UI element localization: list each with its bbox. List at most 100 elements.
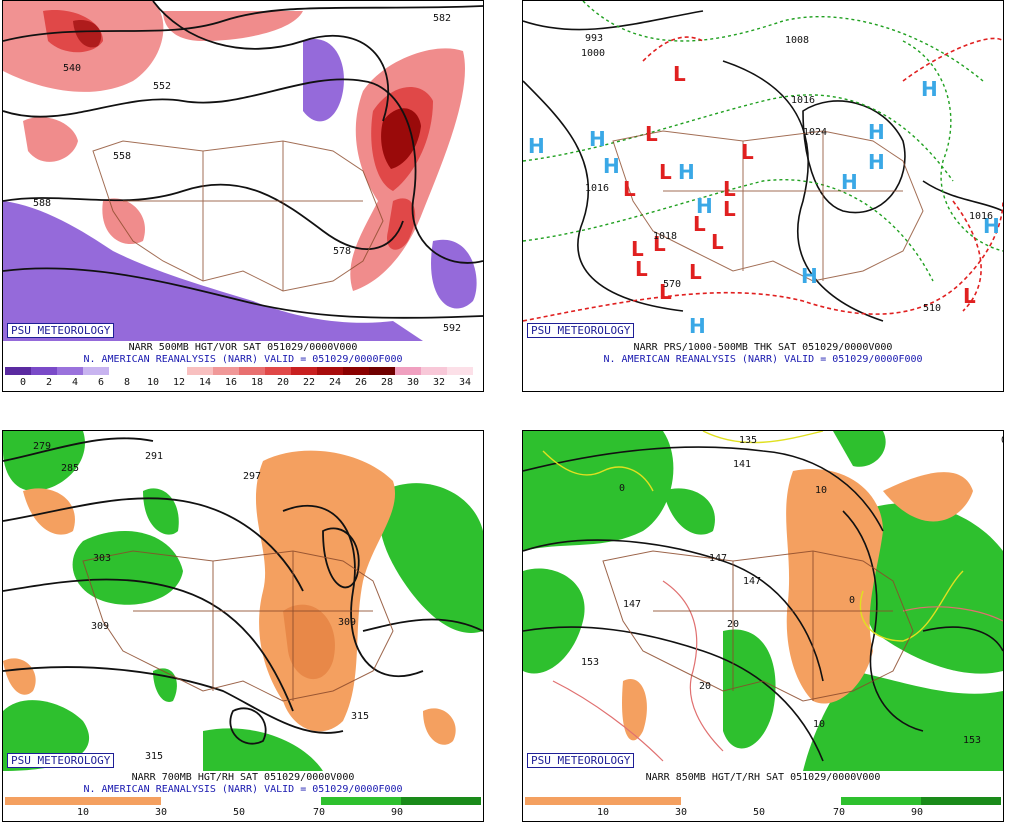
tick-label: 10 [596, 807, 610, 818]
contour-label: 153 [581, 657, 599, 668]
product-title: NARR PRS/1000-500MB THK SAT 051029/0000V… [633, 342, 893, 353]
contour-label: 309 [91, 621, 109, 632]
contour-label: 540 [63, 63, 81, 74]
high-pressure-marker: H [589, 127, 606, 151]
tick-label: 18 [250, 377, 264, 388]
contour-label: 582 [433, 13, 451, 24]
contour-label: 552 [153, 81, 171, 92]
tick-label: 24 [328, 377, 342, 388]
tick-label: 90 [390, 807, 404, 818]
contour-label: 291 [145, 451, 163, 462]
tick-label: 50 [752, 807, 766, 818]
tick-label: 28 [380, 377, 394, 388]
contour-label: 1016 [791, 95, 815, 106]
contour-label: 1016 [969, 211, 993, 222]
tick-label: 20 [276, 377, 290, 388]
low-pressure-marker: L [693, 212, 706, 236]
low-pressure-marker: L [653, 232, 666, 256]
high-pressure-marker: H [841, 170, 858, 194]
tick-label: 14 [198, 377, 212, 388]
contour-label: 141 [733, 459, 751, 470]
low-pressure-marker: L [711, 230, 724, 254]
panel-850mb-t-rh: 135 141 147 147 147 153 153 10 20 20 10 … [522, 430, 1004, 822]
low-pressure-marker: L [659, 160, 672, 184]
psu-meteorology-tag: PSU METEOROLOGY [7, 323, 115, 338]
tick-label: 90 [910, 807, 924, 818]
low-pressure-marker: L [631, 237, 644, 261]
temperature-label: 20 [727, 619, 739, 630]
product-title: NARR 700MB HGT/RH SAT 051029/0000V000 [131, 772, 355, 783]
low-pressure-marker: L [659, 280, 672, 304]
contour-label: 315 [351, 711, 369, 722]
vorticity-colorbar-ticks: 0 2 4 6 8 10 12 14 16 18 20 22 24 26 28 … [3, 377, 483, 389]
product-title: NARR 500MB HGT/VOR SAT 051029/0000V000 [128, 342, 358, 353]
tick-label: 0 [19, 377, 27, 388]
contour-label: 510 [923, 303, 941, 314]
low-pressure-marker: L [741, 140, 754, 164]
high-pressure-marker: H [528, 134, 545, 158]
tick-label: 70 [832, 807, 846, 818]
tick-label: 12 [172, 377, 186, 388]
tick-label: 4 [71, 377, 79, 388]
high-pressure-marker: H [603, 154, 620, 178]
psu-meteorology-tag: PSU METEOROLOGY [527, 323, 635, 338]
tick-label: 10 [146, 377, 160, 388]
map-500mb: 588 540 552 558 578 592 582 [3, 1, 483, 341]
valid-time-line: N. AMERICAN REANALYSIS (NARR) VALID = 05… [603, 354, 923, 365]
low-pressure-marker: L [623, 177, 636, 201]
panel-700mb-rh: 279 285 291 297 303 309 309 315 315 PSU … [2, 430, 484, 822]
rh-colorbar [5, 797, 481, 805]
contour-label: 578 [333, 246, 351, 257]
temperature-label: 0 [619, 483, 625, 494]
rh-colorbar [525, 797, 1001, 805]
low-pressure-marker: L [723, 197, 736, 221]
contour-label: 993 [585, 33, 603, 44]
contour-label: 1016 [585, 183, 609, 194]
contour-label: 303 [93, 553, 111, 564]
contour-label: 592 [443, 323, 461, 334]
tick-label: 2 [45, 377, 53, 388]
high-pressure-marker: H [696, 194, 713, 218]
valid-time-line: N. AMERICAN REANALYSIS (NARR) VALID = 05… [83, 354, 403, 365]
contour-label: 147 [743, 576, 761, 587]
low-pressure-marker: L [645, 122, 658, 146]
contour-label: 147 [709, 553, 727, 564]
tick-label: 10 [76, 807, 90, 818]
contour-label: 309 [338, 617, 356, 628]
low-pressure-marker: L [689, 260, 702, 284]
low-pressure-marker: L [635, 257, 648, 281]
temperature-label: 0 [849, 595, 855, 606]
low-pressure-marker: L [963, 284, 976, 308]
tick-label: 32 [432, 377, 446, 388]
contour-label: 153 [963, 735, 981, 746]
psu-meteorology-tag: PSU METEOROLOGY [7, 753, 115, 768]
tick-label: 30 [154, 807, 168, 818]
map-slp-thickness: H H H H H H H H H H H H L L L L L L L L … [523, 1, 1003, 341]
contour-label: 135 [739, 435, 757, 446]
contour-label: 279 [33, 441, 51, 452]
high-pressure-marker: H [801, 264, 818, 288]
vorticity-colorbar [5, 367, 473, 375]
rh-colorbar-ticks: 10 30 50 70 90 [3, 807, 483, 819]
psu-meteorology-tag: PSU METEOROLOGY [527, 753, 635, 768]
contour-label: 315 [145, 751, 163, 762]
high-pressure-marker: H [678, 160, 695, 184]
tick-label: 70 [312, 807, 326, 818]
high-pressure-marker: H [983, 214, 1000, 238]
map-850mb: 135 141 147 147 147 153 153 10 20 20 10 … [523, 431, 1003, 771]
valid-time-line: N. AMERICAN REANALYSIS (NARR) VALID = 05… [83, 784, 403, 795]
contour-label: 297 [243, 471, 261, 482]
tick-label: 22 [302, 377, 316, 388]
contour-label: 1018 [653, 231, 677, 242]
low-pressure-marker: L [723, 177, 736, 201]
product-title: NARR 850MB HGT/T/RH SAT 051029/0000V000 [645, 772, 881, 783]
contour-label: 1024 [803, 127, 827, 138]
contour-label: 1000 [581, 48, 605, 59]
rh-colorbar-ticks: 10 30 50 70 90 [523, 807, 1003, 819]
contour-label: 588 [33, 198, 51, 209]
contour-label: 147 [623, 599, 641, 610]
panel-slp-thickness: H H H H H H H H H H H H L L L L L L L L … [522, 0, 1004, 392]
temperature-label: 10 [813, 719, 825, 730]
tick-label: 16 [224, 377, 238, 388]
temperature-label: 10 [815, 485, 827, 496]
